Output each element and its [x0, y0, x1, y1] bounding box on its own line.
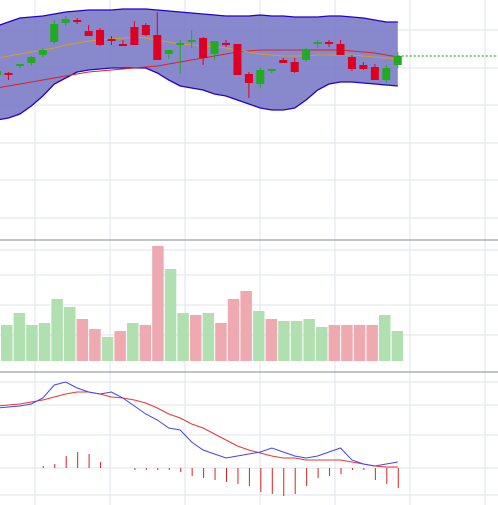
volume-bar — [101, 337, 114, 361]
candle-down — [290, 62, 299, 72]
volume-bar — [253, 311, 265, 361]
candle-up — [210, 41, 219, 54]
volume-bar — [278, 321, 290, 361]
candle-down — [336, 44, 345, 55]
volume-bar — [139, 325, 152, 361]
volume-bar — [127, 323, 139, 361]
macd-line — [0, 381, 398, 467]
candle-up — [267, 69, 276, 71]
volume-bar — [38, 323, 51, 361]
candle-up — [15, 64, 24, 66]
candle-down — [4, 73, 13, 75]
candle-up — [50, 24, 59, 42]
volume-bar — [240, 291, 252, 361]
candle-up — [0, 71, 1, 75]
moving-average-short-line — [0, 36, 398, 60]
macd-panel — [0, 381, 399, 496]
volume-bar — [353, 325, 366, 361]
moving-average-long-line — [0, 49, 398, 88]
candle-down — [244, 74, 253, 83]
candle-down — [84, 31, 93, 36]
volume-bar — [114, 331, 126, 361]
candle-down — [153, 35, 162, 60]
price-panel — [0, 8, 498, 121]
candle-up — [164, 50, 173, 54]
volume-bar — [1, 325, 13, 361]
volume-bar — [341, 325, 353, 361]
candle-down — [233, 44, 242, 75]
candle-down — [347, 57, 356, 69]
candle-up — [382, 68, 391, 80]
volume-bar — [164, 269, 177, 361]
candle-down — [130, 27, 139, 45]
volume-bar — [265, 319, 278, 361]
volume-bar — [26, 325, 38, 361]
candle-up — [38, 50, 47, 55]
volume-bar — [366, 325, 378, 361]
candle-up — [256, 70, 265, 84]
volume-bar — [64, 307, 76, 361]
bollinger-band-fill — [0, 9, 398, 120]
volume-bar — [202, 313, 215, 361]
candle-down — [359, 65, 368, 69]
volume-panel — [1, 246, 404, 361]
candle-down — [107, 39, 116, 41]
volume-bar — [215, 323, 227, 361]
candle-up — [187, 40, 196, 42]
bollinger-lower-line — [0, 67, 398, 121]
volume-bar — [76, 319, 89, 361]
candle-down — [96, 30, 105, 45]
volume-bar — [51, 299, 63, 361]
candle-down — [118, 44, 127, 46]
candle-up — [302, 50, 311, 60]
volume-bar — [13, 313, 26, 361]
candle-up — [61, 19, 70, 23]
candle-up — [393, 56, 402, 65]
volume-bar — [152, 246, 164, 361]
candle-up — [27, 57, 36, 63]
volume-bar — [316, 327, 328, 361]
candle-down — [141, 25, 150, 35]
candle-up — [313, 42, 322, 44]
bollinger-upper-line — [0, 8, 398, 26]
volume-bar — [290, 321, 303, 361]
volume-bar — [190, 315, 202, 361]
candle-down — [325, 42, 334, 44]
volume-bar — [227, 299, 240, 361]
volume-bar — [379, 315, 391, 361]
volume-bar — [303, 319, 315, 361]
candle-up — [176, 43, 185, 45]
volume-bar — [177, 313, 189, 361]
volume-bar — [89, 329, 101, 361]
volume-bar — [328, 325, 341, 361]
candle-down — [199, 38, 208, 58]
candle-down — [222, 43, 230, 45]
candle-down — [73, 20, 82, 22]
candle-down — [279, 60, 288, 63]
macd-signal-line — [0, 391, 398, 468]
candle-down — [370, 67, 379, 80]
volume-bar — [391, 331, 404, 361]
